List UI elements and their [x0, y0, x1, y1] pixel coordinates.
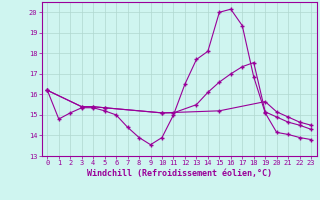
- X-axis label: Windchill (Refroidissement éolien,°C): Windchill (Refroidissement éolien,°C): [87, 169, 272, 178]
